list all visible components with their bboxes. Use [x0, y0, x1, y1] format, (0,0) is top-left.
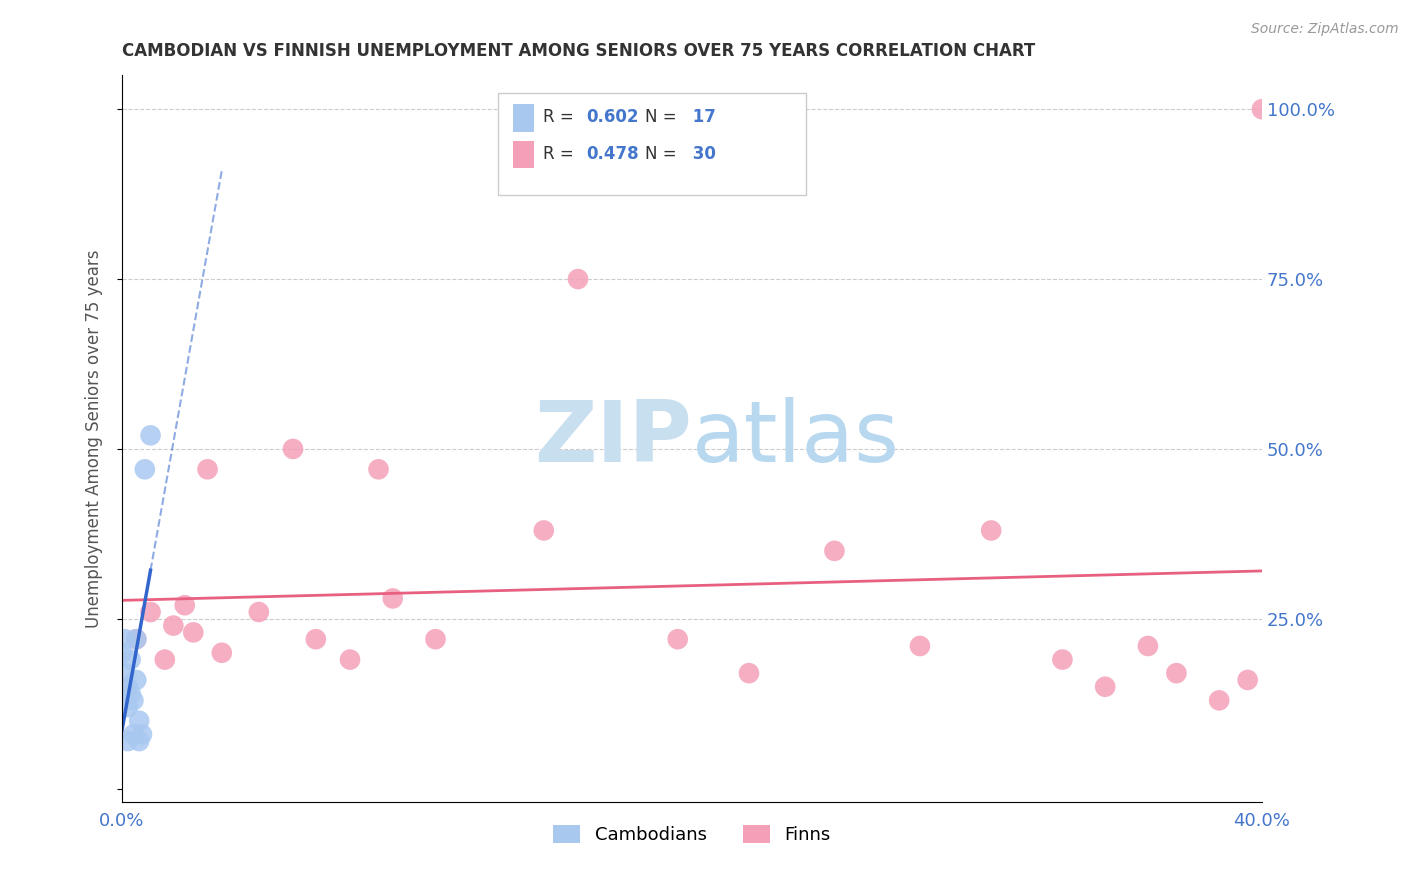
Point — [381, 591, 404, 606]
Point — [125, 632, 148, 647]
Point — [1236, 673, 1258, 687]
Text: N =: N = — [645, 108, 682, 127]
Point — [1166, 666, 1188, 681]
Point — [1052, 652, 1074, 666]
Point — [117, 700, 139, 714]
Point — [128, 734, 150, 748]
Point — [339, 652, 361, 666]
Point — [120, 687, 142, 701]
Text: CAMBODIAN VS FINNISH UNEMPLOYMENT AMONG SENIORS OVER 75 YEARS CORRELATION CHART: CAMBODIAN VS FINNISH UNEMPLOYMENT AMONG … — [122, 42, 1035, 60]
Text: R =: R = — [543, 145, 579, 162]
Point — [125, 632, 148, 647]
Point — [305, 632, 328, 647]
Point — [153, 652, 176, 666]
Point — [533, 524, 555, 538]
FancyBboxPatch shape — [513, 104, 533, 132]
Point — [122, 727, 145, 741]
Text: atlas: atlas — [692, 397, 900, 480]
Text: 0.478: 0.478 — [586, 145, 638, 162]
Point — [823, 544, 845, 558]
Point — [197, 462, 219, 476]
Point — [117, 734, 139, 748]
Point — [139, 428, 162, 442]
Text: Source: ZipAtlas.com: Source: ZipAtlas.com — [1251, 22, 1399, 37]
Point — [111, 680, 134, 694]
Point — [173, 598, 195, 612]
FancyBboxPatch shape — [513, 141, 533, 169]
Point — [181, 625, 204, 640]
Point — [131, 727, 153, 741]
Point — [139, 605, 162, 619]
Point — [1251, 102, 1274, 116]
Text: N =: N = — [645, 145, 682, 162]
Point — [211, 646, 233, 660]
Point — [128, 714, 150, 728]
Point — [114, 666, 136, 681]
Point — [162, 618, 184, 632]
Text: 30: 30 — [688, 145, 716, 162]
Point — [281, 442, 304, 456]
Point — [117, 680, 139, 694]
Point — [120, 652, 142, 666]
Point — [908, 639, 931, 653]
Point — [1136, 639, 1159, 653]
Point — [114, 632, 136, 647]
Y-axis label: Unemployment Among Seniors over 75 years: Unemployment Among Seniors over 75 years — [86, 250, 103, 628]
Point — [738, 666, 761, 681]
Text: 0.602: 0.602 — [586, 108, 638, 127]
Legend: Cambodians, Finns: Cambodians, Finns — [554, 825, 831, 844]
Point — [111, 646, 134, 660]
Point — [367, 462, 389, 476]
Point — [567, 272, 589, 286]
Point — [1094, 680, 1116, 694]
Point — [425, 632, 447, 647]
Point — [134, 462, 156, 476]
Point — [666, 632, 689, 647]
Point — [122, 693, 145, 707]
Point — [125, 673, 148, 687]
Point — [247, 605, 270, 619]
Text: R =: R = — [543, 108, 579, 127]
Point — [980, 524, 1002, 538]
Text: ZIP: ZIP — [534, 397, 692, 480]
Text: 17: 17 — [688, 108, 716, 127]
Point — [1208, 693, 1230, 707]
FancyBboxPatch shape — [498, 94, 806, 195]
